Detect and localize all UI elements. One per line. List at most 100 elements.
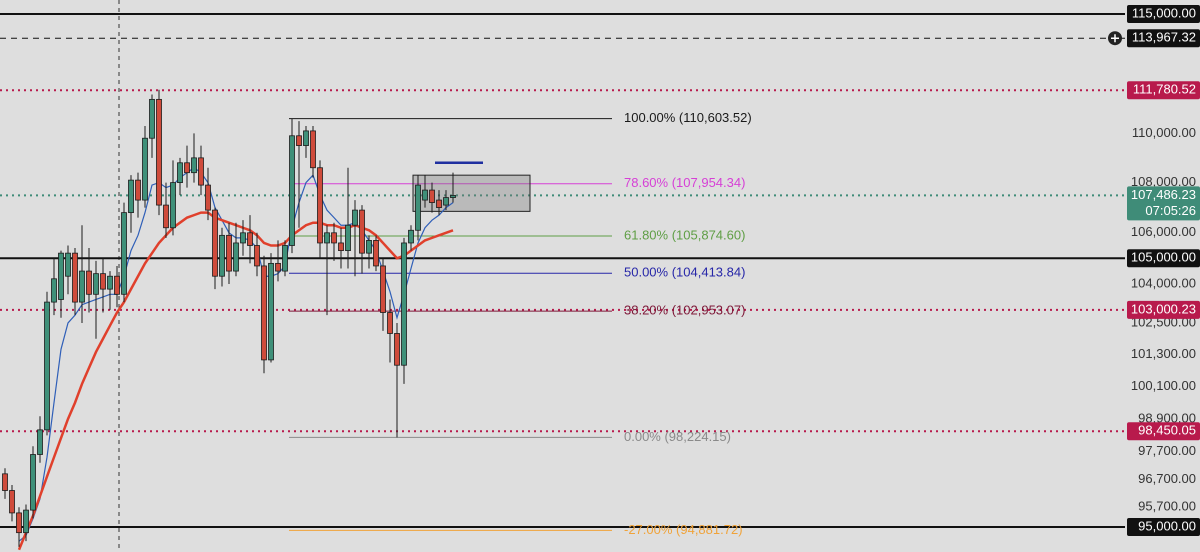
candle-body: [352, 209, 358, 226]
candle-body: [240, 232, 246, 244]
fib-label: 78.60% (107,954.34): [624, 175, 745, 190]
y-tick-label: 98,900.00: [1138, 410, 1196, 425]
candle-body: [44, 301, 50, 431]
candle-body: [261, 265, 267, 361]
candle-body: [121, 212, 127, 295]
price-tag-sublabel: 07:05:26: [1145, 203, 1196, 218]
candle-body: [149, 98, 155, 139]
candle-body: [394, 333, 400, 366]
candle-body: [338, 242, 344, 251]
candle-body: [9, 490, 15, 514]
candle-body: [289, 135, 295, 246]
candle-body: [415, 184, 421, 231]
candle-body: [128, 179, 134, 214]
candle-body: [373, 240, 379, 267]
candle-body: [366, 240, 372, 254]
candle-body: [16, 512, 22, 534]
candle-body: [170, 182, 176, 229]
y-tick-label: 101,300.00: [1131, 346, 1196, 361]
candle-body: [37, 429, 43, 455]
candle-body: [247, 232, 253, 246]
price-tag-label: 98,450.05: [1138, 423, 1196, 438]
candle-body: [51, 278, 57, 303]
candle-body: [296, 135, 302, 146]
candle-body: [135, 179, 141, 201]
fib-label: 50.00% (104,413.84): [624, 265, 745, 280]
fib-label: 61.80% (105,874.60): [624, 227, 745, 242]
price-tag: [1127, 300, 1200, 319]
candle-body: [324, 232, 330, 244]
candle-body: [163, 204, 169, 229]
candle-body: [443, 197, 449, 206]
candle-body: [156, 98, 162, 206]
price-tag-label: 113,967.32: [1132, 30, 1196, 45]
candle-body: [450, 195, 456, 198]
candle-body: [429, 189, 435, 203]
fib-label: 0.00% (98,224.15): [624, 429, 731, 444]
candle-body: [303, 130, 309, 146]
candle-body: [58, 252, 64, 300]
y-tick-label: 108,000.00: [1131, 174, 1196, 189]
candle-body: [268, 262, 274, 361]
y-tick-label: 110,000.00: [1132, 125, 1196, 140]
y-tick-label: 104,000.00: [1131, 275, 1196, 290]
candle-body: [142, 137, 148, 201]
y-tick-label: 106,000.00: [1131, 224, 1196, 239]
fib-label: 100.00% (110,603.52): [624, 110, 752, 125]
candle-body: [86, 270, 92, 295]
candle-body: [100, 273, 106, 290]
y-tick-label: 96,700.00: [1138, 471, 1196, 486]
fib-label: -27.00% (94,881.72): [624, 522, 743, 537]
price-tag: [1127, 81, 1200, 100]
candle-body: [345, 224, 351, 251]
candle-body: [93, 273, 99, 295]
candle-body: [79, 270, 85, 303]
candle-body: [408, 229, 414, 244]
price-tag-label: 107,486.23: [1131, 187, 1196, 202]
candle-body: [212, 209, 218, 277]
candle-body: [23, 509, 29, 534]
price-tag: [1127, 422, 1200, 441]
candle-body: [65, 252, 71, 277]
y-tick-label: 97,700.00: [1138, 443, 1196, 458]
fib-label: 38.20% (102,953.07): [624, 303, 745, 318]
candle-body: [198, 157, 204, 186]
candle-body: [387, 312, 393, 334]
add-alert-plus: [1111, 34, 1119, 43]
candle-body: [275, 262, 281, 272]
price-tag-label: 111,780.52: [1133, 82, 1196, 97]
candle-body: [72, 252, 78, 303]
candle-body: [205, 184, 211, 211]
candle-body: [184, 162, 190, 174]
candle-body: [359, 209, 365, 254]
candle-body: [436, 199, 442, 208]
candle-body: [282, 245, 288, 272]
candle-body: [177, 162, 183, 184]
candle-body: [380, 265, 386, 313]
candle-body: [254, 245, 260, 267]
candle-body: [401, 242, 407, 366]
candle-body: [191, 157, 197, 174]
price-tag-label: 103,000.23: [1131, 301, 1196, 316]
price-tag: [1127, 518, 1200, 537]
candle-body: [114, 275, 120, 295]
candle-body: [107, 275, 113, 290]
candle-body: [310, 130, 316, 169]
candle-body: [30, 454, 36, 511]
price-tag: [1127, 249, 1200, 268]
price-tag-label: 115,000.00: [1132, 5, 1196, 20]
candle-body: [2, 473, 8, 491]
candle-body: [219, 234, 225, 277]
y-tick-label: 95,700.00: [1138, 499, 1196, 514]
candle-body: [226, 234, 232, 272]
candle-body: [331, 232, 337, 244]
candle-body: [317, 167, 323, 244]
y-tick-label: 100,100.00: [1131, 378, 1196, 393]
candle-body: [233, 242, 239, 272]
price-tag: [1127, 186, 1200, 221]
price-tag: [1127, 29, 1200, 48]
price-tag: [1127, 4, 1200, 23]
price-tag-label: 105,000.00: [1131, 250, 1196, 265]
price-tag-label: 95,000.00: [1138, 518, 1196, 533]
